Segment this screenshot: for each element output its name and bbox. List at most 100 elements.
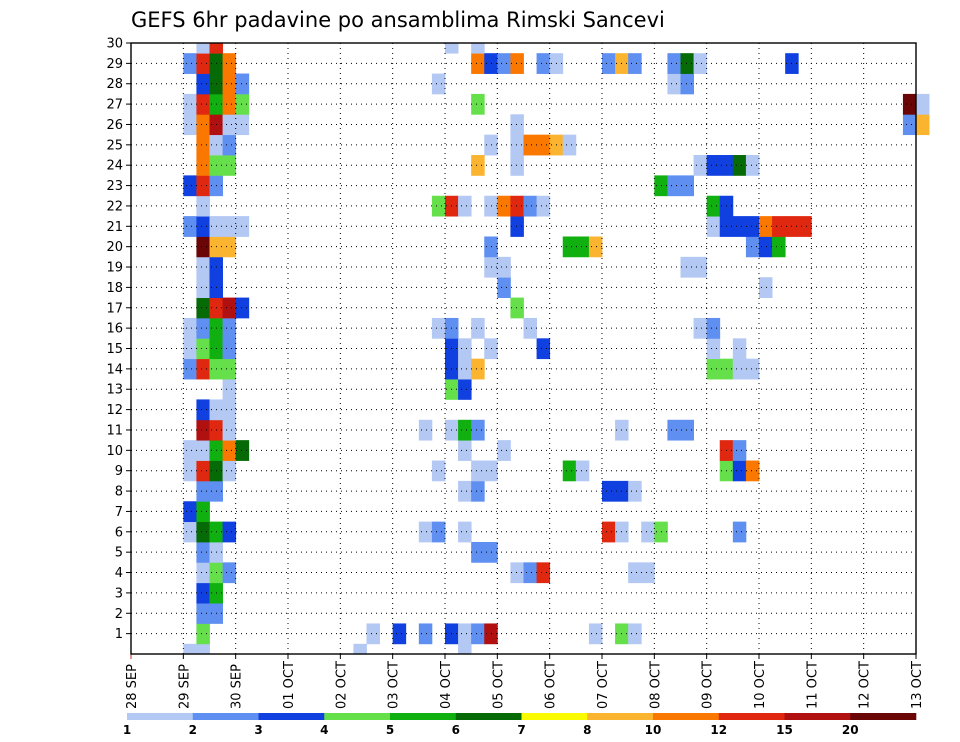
legend-swatch [192,713,259,720]
heatmap-cell [196,643,210,655]
y-tick-label: 9 [115,464,123,479]
heatmap-cell [523,134,537,156]
heatmap-cell [510,297,524,319]
y-tick-label: 7 [115,505,123,520]
legend-swatch [587,713,654,720]
y-tick-label: 16 [106,322,123,337]
y-tick-label: 6 [115,525,123,540]
heatmap-cell [471,419,485,441]
heatmap-cell [732,440,747,461]
heatmap-cell [536,562,551,584]
legend-tick-label: 2 [189,723,197,737]
heatmap-cell [772,216,786,237]
y-tick-label: 24 [106,159,123,174]
heatmap-cell [471,93,485,115]
heatmap-cell [222,93,237,115]
heatmap-cell [196,53,210,74]
x-tick-label: 28 SEP [125,664,140,709]
y-tick-label: 27 [106,98,123,113]
heatmap-cell [510,53,524,74]
heatmap-cell [235,440,250,461]
heatmap-cell [745,358,760,380]
heatmap-cell [222,399,237,421]
heatmap-cell [222,73,237,95]
heatmap-cell [575,460,590,482]
heatmap-cell [222,317,237,339]
heatmap-cell [484,338,498,360]
heatmap-cell [235,216,250,237]
heatmap-cell [196,419,210,441]
heatmap-cell [183,175,197,197]
heatmap-cell [510,155,524,176]
heatmap-cell [680,175,694,197]
heatmap-cell [628,480,642,502]
legend-swatch [258,713,325,720]
heatmap-cell [196,297,210,319]
heatmap-cell [196,155,210,176]
y-tick-label: 21 [106,220,123,235]
heatmap-cell [510,562,524,584]
y-tick-label: 22 [106,199,123,214]
legend-swatch [784,713,851,720]
heatmap-cell [196,603,210,624]
heatmap-cell [183,53,197,74]
heatmap-cell [392,623,407,645]
heatmap-cell [798,216,812,237]
heatmap-cell [418,419,433,441]
heatmap-cell [196,521,210,543]
heatmap-cell [222,460,237,482]
legend-swatch [521,713,588,720]
heatmap-cell [183,521,197,543]
heatmap-cell [366,623,380,645]
legend-swatch [850,713,917,720]
heatmap-cell [471,317,485,339]
heatmap-cell [196,399,210,421]
heatmap-cell [458,379,472,400]
heatmap-cell [693,317,708,339]
legend-swatch [653,713,720,720]
heatmap-cell [484,623,498,645]
y-tick-label: 25 [106,138,123,153]
legend-tick-label: 3 [254,723,262,737]
heatmap-cell [484,53,498,74]
heatmap-cell [484,256,498,278]
heatmap-cell [196,480,210,502]
y-tick-label: 26 [106,118,123,133]
heatmap-cell [680,73,694,95]
heatmap-cell [196,134,210,156]
heatmap-cell [196,460,210,482]
legend-swatch [324,713,391,720]
y-tick-label: 12 [106,403,123,418]
x-tick-label: 08 OCT [648,661,663,709]
heatmap-cell [183,338,197,360]
y-tick-label: 14 [106,362,123,377]
heatmap-cell [732,521,747,543]
heatmap-cell [484,236,498,258]
heatmap-cell [916,114,930,136]
heatmap-cell [431,317,446,339]
heatmap-cell [484,134,498,156]
heatmap-cell [732,155,747,176]
heatmap-cell [484,541,498,563]
heatmap-cell [706,358,721,380]
heatmap-cell [196,256,210,278]
x-tick-label: 07 OCT [596,661,611,709]
heatmap-cell [602,53,616,74]
heatmap-cell [196,562,210,584]
heatmap-cell [222,338,237,360]
y-tick-label: 17 [106,301,123,316]
heatmap-cell [458,358,472,380]
x-tick-label: 12 OCT [858,661,873,709]
heatmap-cell [745,155,760,176]
y-tick-label: 1 [115,627,123,642]
x-tick-label: 01 OCT [282,661,297,709]
heatmap-cell [772,236,786,258]
heatmap-cell [536,338,551,360]
heatmap-cell [523,562,537,584]
heatmap-cell [706,155,721,176]
heatmap-cell [510,216,524,237]
y-tick-label: 5 [115,546,123,561]
heatmap-cell [196,501,210,523]
heatmap-cell [680,53,694,74]
legend-tick-label: 20 [842,723,859,737]
